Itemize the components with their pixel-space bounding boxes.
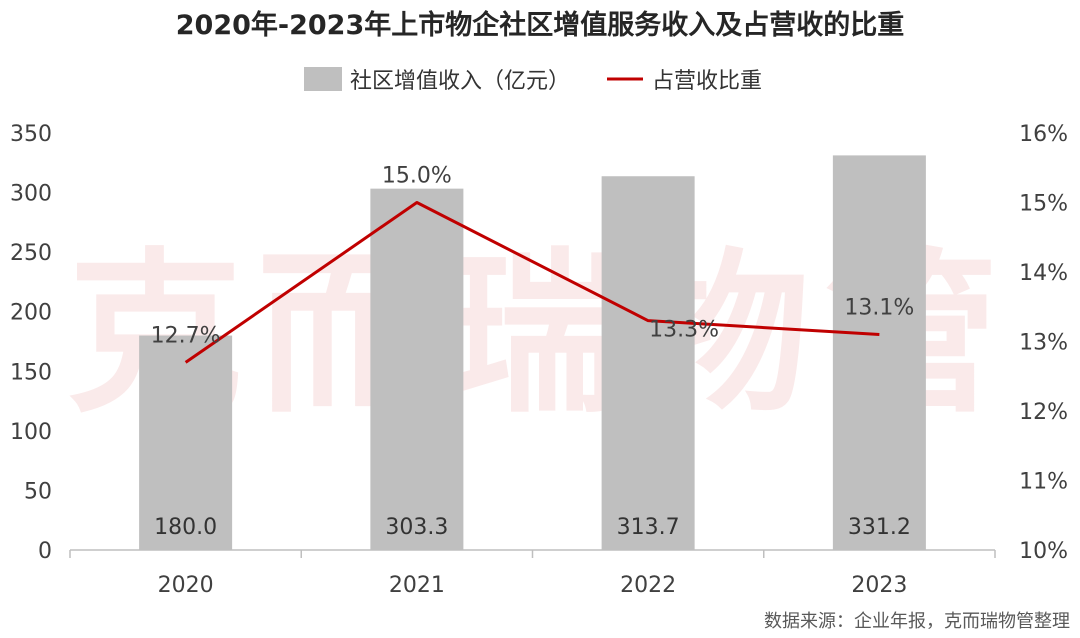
line-path bbox=[184, 201, 880, 364]
source-note: 数据来源：企业年报，克而瑞物管整理 bbox=[764, 611, 1070, 632]
line-value-label: 13.3% bbox=[649, 318, 719, 343]
bar-value-label: 313.7 bbox=[617, 515, 680, 540]
right-axis: 10% 11% 12% 13% 14% 15% 16% bbox=[1019, 122, 1068, 564]
left-tick-label: 200 bbox=[10, 301, 52, 326]
legend-line-label: 占营收比重 bbox=[652, 69, 762, 94]
bar bbox=[139, 335, 233, 550]
right-tick-label: 12% bbox=[1019, 400, 1068, 425]
x-tick-label: 2021 bbox=[389, 573, 445, 598]
right-tick-label: 16% bbox=[1019, 122, 1068, 147]
bar bbox=[370, 188, 464, 550]
bar-value-label: 180.0 bbox=[154, 515, 217, 540]
right-tick-label: 14% bbox=[1019, 261, 1068, 286]
left-tick-label: 100 bbox=[10, 420, 52, 445]
x-tick-label: 2020 bbox=[158, 573, 214, 598]
bar bbox=[601, 176, 695, 551]
bar-value-label: 303.3 bbox=[385, 515, 448, 540]
line-value-label: 13.1% bbox=[844, 296, 914, 321]
line-value-label: 15.0% bbox=[382, 164, 452, 189]
legend-bar-swatch bbox=[304, 67, 342, 91]
right-tick-label: 10% bbox=[1019, 539, 1068, 564]
right-tick-label: 13% bbox=[1019, 331, 1068, 356]
bar bbox=[832, 155, 926, 550]
line-series: 12.7% 15.0% 13.3% 13.1% bbox=[151, 164, 914, 364]
left-axis: 0 50 100 150 200 250 300 350 bbox=[10, 122, 52, 564]
left-tick-label: 250 bbox=[10, 241, 52, 266]
right-tick-label: 11% bbox=[1019, 470, 1068, 495]
left-tick-label: 50 bbox=[24, 479, 52, 504]
legend: 社区增值收入（亿元） 占营收比重 bbox=[304, 67, 762, 94]
x-axis: 2020 2021 2022 2023 bbox=[69, 549, 996, 598]
right-tick-label: 15% bbox=[1019, 192, 1068, 217]
x-tick-label: 2023 bbox=[851, 573, 907, 598]
line-value-label: 12.7% bbox=[151, 323, 221, 348]
left-tick-label: 350 bbox=[10, 122, 52, 147]
bar-series: 180.0 303.3 313.7 331.2 bbox=[139, 155, 926, 551]
left-tick-label: 150 bbox=[10, 360, 52, 385]
legend-bar-label: 社区增值收入（亿元） bbox=[350, 69, 570, 94]
left-tick-label: 0 bbox=[38, 539, 52, 564]
x-tick-label: 2022 bbox=[620, 573, 676, 598]
bar-value-label: 331.2 bbox=[848, 515, 911, 540]
left-tick-label: 300 bbox=[10, 182, 52, 207]
chart-title: 2020年-2023年上市物企社区增值服务收入及占营收的比重 bbox=[176, 9, 905, 41]
